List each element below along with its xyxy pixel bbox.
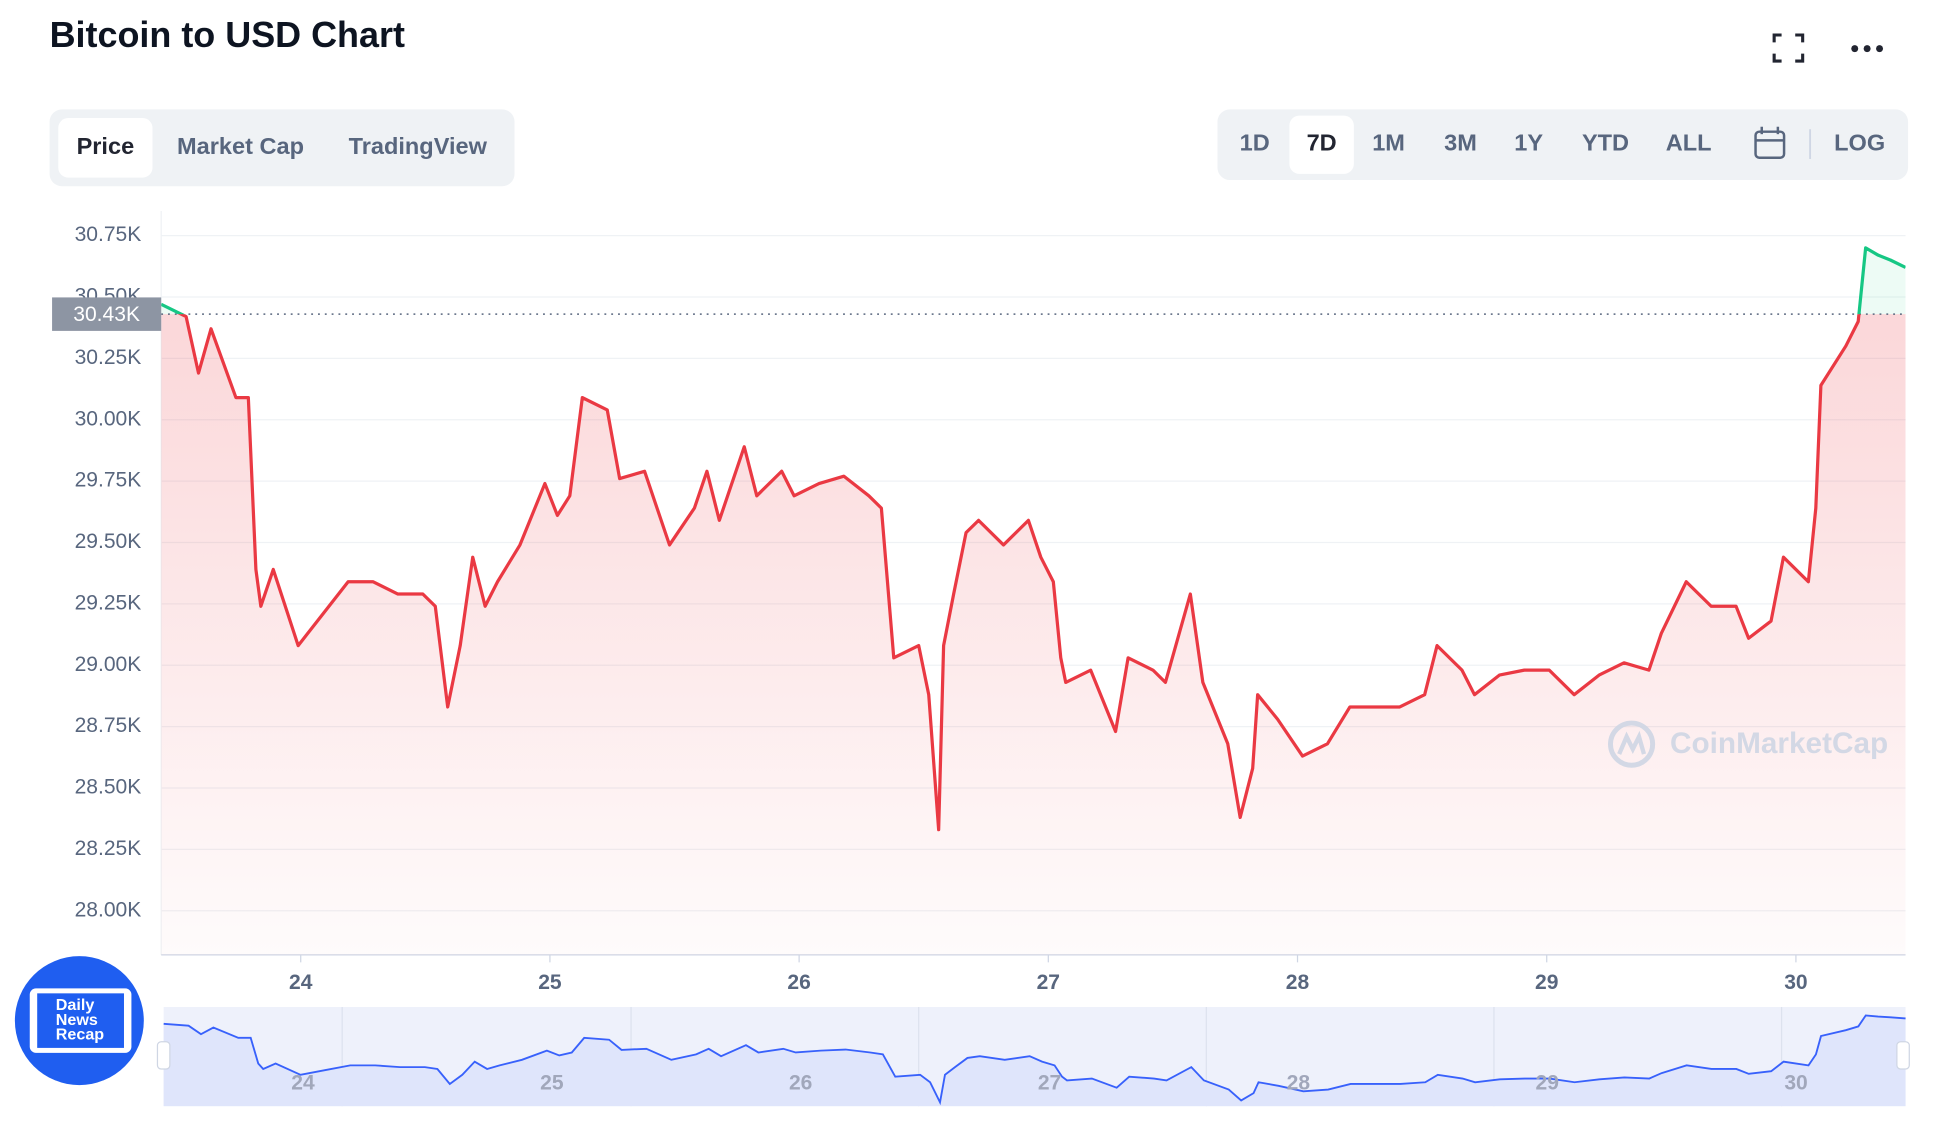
y-tick-label: 30.00K bbox=[75, 407, 142, 430]
dot bbox=[1863, 45, 1871, 53]
navigator-tick-label: 24 bbox=[291, 1071, 315, 1094]
range-button[interactable]: 1M bbox=[1372, 129, 1405, 155]
tab[interactable]: TradingView bbox=[349, 133, 488, 159]
range-button[interactable]: 1Y bbox=[1514, 129, 1543, 155]
dot bbox=[1876, 45, 1884, 53]
navigator-handle[interactable] bbox=[1896, 1041, 1910, 1070]
logo-inner bbox=[37, 993, 124, 1048]
logo-text: Daily bbox=[56, 996, 95, 1014]
x-tick-label: 30 bbox=[1784, 971, 1807, 994]
watermark-text: CoinMarketCap bbox=[1670, 727, 1888, 760]
watermark-icon bbox=[1608, 720, 1656, 768]
watermark-icon bbox=[1617, 730, 1647, 755]
range-button[interactable]: 7D bbox=[1307, 129, 1337, 155]
page-title: Bitcoin to USD Chart bbox=[50, 14, 405, 55]
range-button[interactable]: 3M bbox=[1444, 129, 1477, 155]
y-tick-label: 30.75K bbox=[75, 223, 142, 246]
reference-label-bg bbox=[52, 297, 162, 331]
watermark: CoinMarketCap bbox=[1608, 720, 1888, 768]
navigator-area bbox=[163, 1015, 1906, 1107]
y-tick-label: 30.25K bbox=[75, 346, 142, 369]
logo-text: News bbox=[56, 1011, 98, 1029]
navigator-handle[interactable] bbox=[156, 1041, 171, 1070]
fullscreen-icon[interactable] bbox=[1772, 33, 1805, 63]
x-tick-label: 25 bbox=[538, 971, 562, 994]
reference-label: 30.43K bbox=[73, 303, 140, 326]
tab-group bbox=[49, 109, 515, 187]
dot bbox=[1851, 45, 1859, 53]
navigator-tick-label: 28 bbox=[1287, 1071, 1311, 1094]
more-icon[interactable] bbox=[1851, 45, 1884, 53]
y-tick-label: 28.50K bbox=[75, 776, 142, 799]
logo: Daily News Recap bbox=[14, 956, 144, 1086]
range-group bbox=[1217, 109, 1909, 181]
fullscreen-glyph bbox=[1772, 33, 1805, 63]
tab[interactable]: Price bbox=[77, 133, 135, 159]
y-tick-label: 29.75K bbox=[75, 469, 142, 492]
range-active-bg bbox=[1289, 115, 1354, 174]
tab[interactable]: Market Cap bbox=[177, 133, 304, 159]
navigator-tick-label: 29 bbox=[1536, 1071, 1559, 1094]
x-tick-label: 27 bbox=[1037, 971, 1060, 994]
log-button[interactable]: LOG bbox=[1834, 129, 1885, 155]
navigator-tick-label: 27 bbox=[1038, 1071, 1061, 1094]
navigator-line bbox=[163, 1014, 1906, 1106]
y-tick-label: 29.25K bbox=[75, 591, 142, 614]
range-button[interactable]: ALL bbox=[1666, 129, 1712, 155]
y-tick-label: 28.25K bbox=[75, 837, 142, 860]
range-button[interactable]: YTD bbox=[1582, 129, 1629, 155]
range-button[interactable]: 1D bbox=[1240, 129, 1270, 155]
x-tick-label: 29 bbox=[1535, 971, 1558, 994]
price-line bbox=[177, 314, 1861, 832]
x-tick-label: 28 bbox=[1286, 971, 1310, 994]
navigator-tick-label: 30 bbox=[1784, 1071, 1807, 1094]
navigator-tick-label: 25 bbox=[540, 1071, 564, 1094]
y-tick-label: 29.00K bbox=[75, 653, 142, 676]
calendar-glyph bbox=[1754, 130, 1786, 159]
x-tick-label: 26 bbox=[787, 971, 810, 994]
y-tick-label: 28.00K bbox=[75, 898, 142, 921]
price-area bbox=[161, 314, 1906, 955]
logo-text: Recap bbox=[56, 1026, 105, 1044]
calendar-button[interactable] bbox=[1754, 126, 1786, 159]
x-tick-label: 24 bbox=[289, 971, 313, 994]
navigator-tick-label: 26 bbox=[789, 1071, 812, 1094]
y-tick-label: 28.75K bbox=[75, 714, 142, 737]
y-tick-label: 29.50K bbox=[75, 530, 142, 553]
tab-active-bg bbox=[58, 118, 153, 178]
